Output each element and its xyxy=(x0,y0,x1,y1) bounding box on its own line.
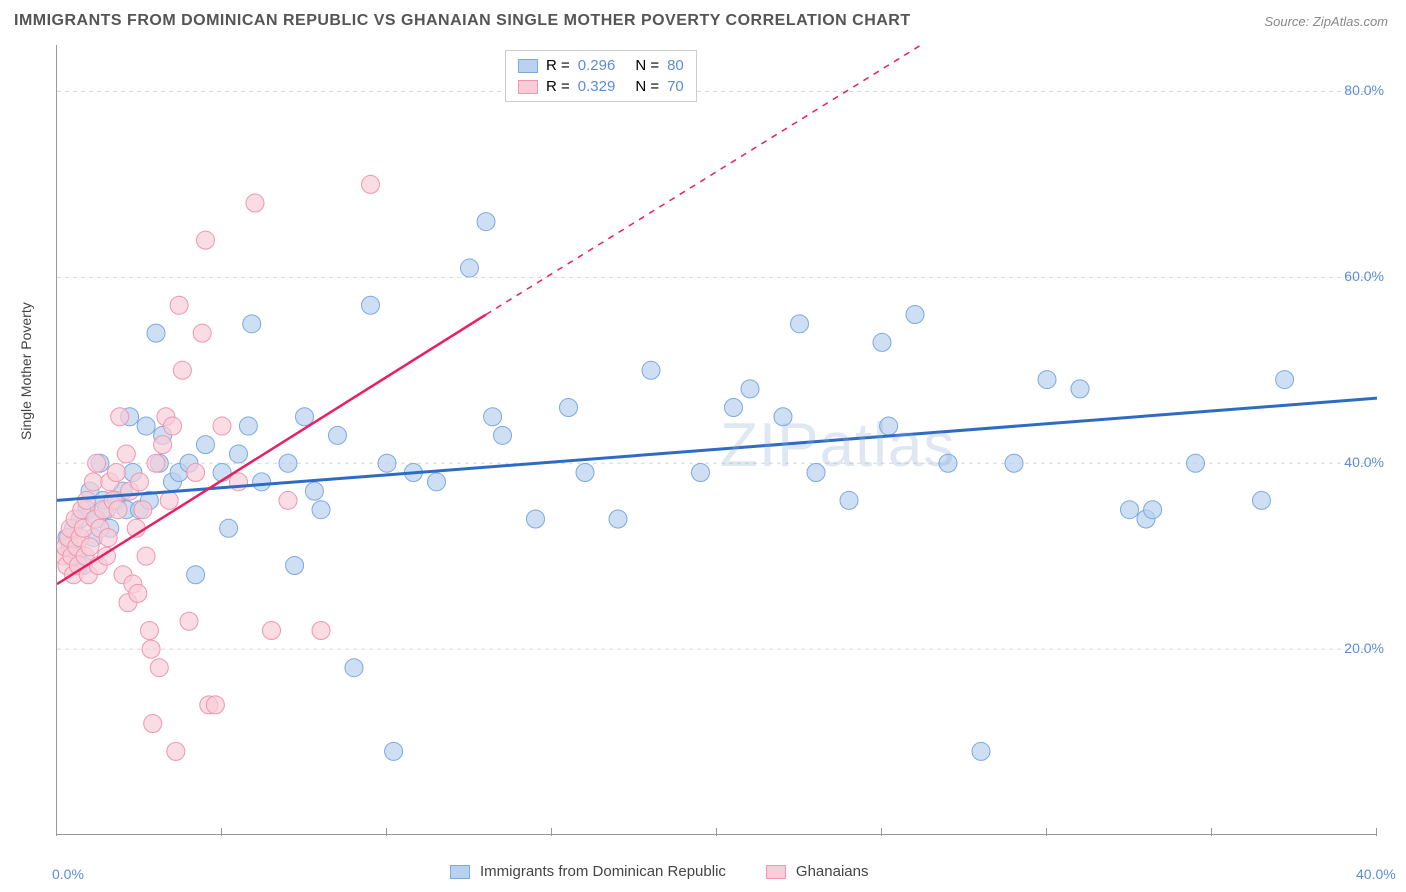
n-value: 70 xyxy=(667,78,684,95)
x-tick-label: 40.0% xyxy=(1356,866,1396,882)
x-tick xyxy=(386,828,387,836)
y-tick-label: 40.0% xyxy=(1344,454,1384,470)
series-legend: Immigrants from Dominican Republic Ghana… xyxy=(450,863,868,880)
x-tick xyxy=(551,828,552,836)
x-tick xyxy=(881,828,882,836)
swatch-series1 xyxy=(518,59,538,73)
y-tick-label: 60.0% xyxy=(1344,268,1384,284)
swatch-series2 xyxy=(518,80,538,94)
x-tick xyxy=(1046,828,1047,836)
series2-label: Ghanaians xyxy=(796,863,869,880)
correlation-legend: R = 0.296 N = 80 R = 0.329 N = 70 xyxy=(505,50,697,102)
n-value: 80 xyxy=(667,57,684,74)
source-attribution: Source: ZipAtlas.com xyxy=(1264,14,1388,29)
legend-row-series2: R = 0.329 N = 70 xyxy=(518,76,684,97)
swatch-series2 xyxy=(766,865,786,879)
r-label: R = xyxy=(546,57,570,74)
x-tick xyxy=(56,828,57,836)
y-tick-label: 80.0% xyxy=(1344,82,1384,98)
chart-container: IMMIGRANTS FROM DOMINICAN REPUBLIC VS GH… xyxy=(0,0,1406,892)
swatch-series1 xyxy=(450,865,470,879)
scatter-svg xyxy=(57,45,1377,835)
chart-title: IMMIGRANTS FROM DOMINICAN REPUBLIC VS GH… xyxy=(14,12,911,30)
plot-area xyxy=(56,45,1376,835)
x-tick xyxy=(716,828,717,836)
x-tick xyxy=(1376,828,1377,836)
legend-row-series1: R = 0.296 N = 80 xyxy=(518,55,684,76)
series1-label: Immigrants from Dominican Republic xyxy=(480,863,726,880)
x-tick-label: 0.0% xyxy=(52,866,84,882)
x-tick xyxy=(221,828,222,836)
n-label: N = xyxy=(635,78,659,95)
r-label: R = xyxy=(546,78,570,95)
y-tick-label: 20.0% xyxy=(1344,640,1384,656)
r-value: 0.296 xyxy=(578,57,616,74)
x-tick xyxy=(1211,828,1212,836)
y-axis-label: Single Mother Poverty xyxy=(18,302,34,440)
r-value: 0.329 xyxy=(578,78,616,95)
n-label: N = xyxy=(635,57,659,74)
